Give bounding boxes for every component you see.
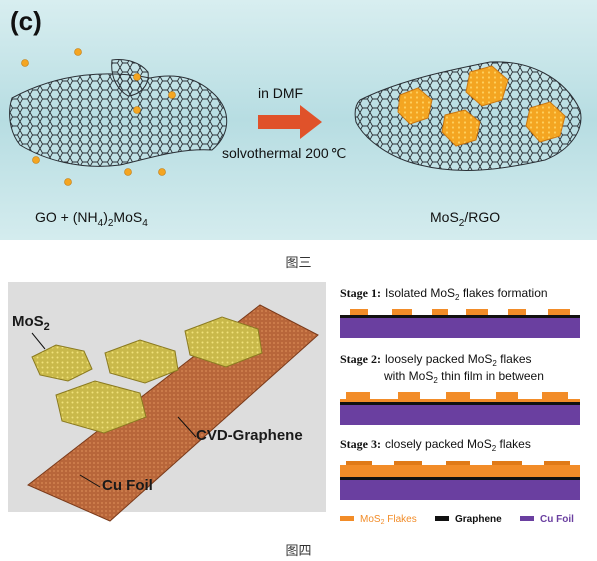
mos2-flake xyxy=(441,109,481,147)
mos2-flake xyxy=(465,65,509,107)
legend-label-graphene: Graphene xyxy=(455,514,502,525)
legend: MoS2 Flakes Graphene Cu Foil xyxy=(340,514,574,526)
cu-layer xyxy=(340,405,580,425)
legend-swatch-graphene xyxy=(435,516,449,521)
graphene-oxide-fold xyxy=(111,59,149,97)
arrow-top-label: in DMF xyxy=(258,85,303,101)
legend-label-cu: Cu Foil xyxy=(540,514,574,525)
figure-4-caption: 图四 xyxy=(285,543,312,558)
cu-foil-label: Cu Foil xyxy=(102,477,153,494)
stage-3-text: Stage 3: closely packed MoS2 flakes xyxy=(340,437,531,453)
mos2-nanoflakes xyxy=(397,65,566,147)
legend-label-mos2: MoS2 Flakes xyxy=(360,514,417,526)
cu-layer xyxy=(340,318,580,338)
cu-foil-pointer-line xyxy=(79,474,101,488)
mos2-flake xyxy=(525,101,566,143)
legend-swatch-mos2 xyxy=(340,516,354,521)
figure-3-schematic: (c) in DMF solvothermal 200 ℃ GO + (NH4)2… xyxy=(0,0,597,240)
stage-1: Stage 1: Isolated MoS2 flakes formation xyxy=(340,286,580,338)
reaction-arrow xyxy=(258,105,322,139)
reactant-label: GO + (NH4)2MoS4 xyxy=(35,209,148,229)
stage-2: Stage 2: loosely packed MoS2 flakes with … xyxy=(340,352,580,425)
mos2-hexagon xyxy=(31,344,93,382)
graphene-layer xyxy=(340,402,580,405)
arrow-bottom-label: solvothermal 200 ℃ xyxy=(222,145,346,161)
stage-2-text-line2: with MoS2 thin film in between xyxy=(383,369,544,385)
stage-1-text: Stage 1: Isolated MoS2 flakes formation xyxy=(340,286,548,302)
mos2-hexagon xyxy=(55,380,147,434)
cu-layer xyxy=(340,480,580,500)
mos2-flake xyxy=(397,87,433,125)
panel-label: (c) xyxy=(10,6,42,36)
mos2-flake-bumps xyxy=(346,461,570,465)
mos2-islands xyxy=(346,392,568,399)
mos2-continuous-layer xyxy=(340,465,580,477)
figure-4-schematic: MoS2 CVD-Graphene Cu Foil Stage 1: Isolat… xyxy=(8,282,580,526)
mos2-hexagons xyxy=(31,316,263,434)
graphene-layer xyxy=(340,477,580,480)
precursor-particles xyxy=(21,48,176,186)
stage-2-text: Stage 2: loosely packed MoS2 flakes xyxy=(340,352,532,368)
product-label: MoS2/RGO xyxy=(430,209,500,229)
mos2-pointer-line xyxy=(31,332,46,350)
cvd-graphene-label: CVD-Graphene xyxy=(196,427,303,444)
graphene-layer xyxy=(340,315,580,318)
legend-swatch-cu xyxy=(520,516,534,521)
mos2-label: MoS2 xyxy=(12,313,50,333)
mos2-hexagon xyxy=(104,339,179,384)
mos2-hexagon xyxy=(184,316,263,368)
stage-3: Stage 3: closely packed MoS2 flakes xyxy=(340,437,580,500)
figure-3-caption: 图三 xyxy=(285,255,312,270)
mos2-islands xyxy=(350,309,570,315)
graphene-pointer-line xyxy=(177,416,197,438)
mos2-thin-film xyxy=(340,399,580,402)
